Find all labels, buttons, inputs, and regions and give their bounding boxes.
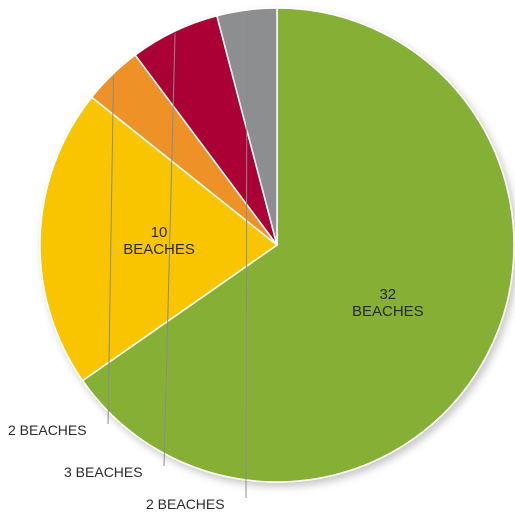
slice-label-1: 10 BEACHES <box>123 224 195 258</box>
slice-label-0: 32 BEACHES <box>352 286 424 320</box>
slice-label-4: 2 BEACHES <box>146 496 225 512</box>
leader-line-4 <box>245 11 248 499</box>
slice-label-2: 2 BEACHES <box>8 422 87 438</box>
leader-lines <box>107 11 248 499</box>
pie-slices <box>39 7 515 483</box>
leader-line-3 <box>163 33 176 467</box>
leader-line-2 <box>107 76 115 425</box>
slice-label-3: 3 BEACHES <box>64 464 143 480</box>
pie-slice-0 <box>81 7 515 483</box>
pie-slice-1 <box>39 96 279 382</box>
